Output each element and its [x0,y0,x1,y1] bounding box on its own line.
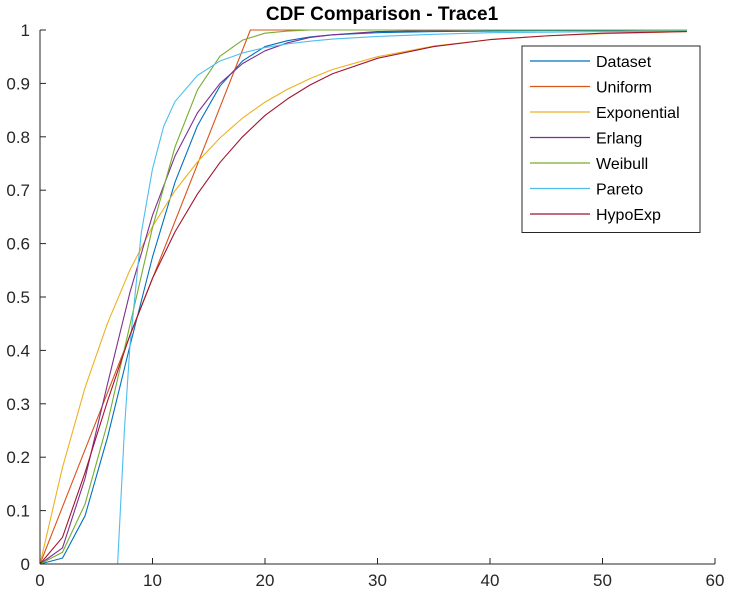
series-line-dataset [39,29,687,565]
x-tick-label: 60 [706,571,725,590]
legend-label: Dataset [596,54,652,71]
series-line-weibull [39,29,687,565]
x-tick-label: 10 [143,571,162,590]
legend-label: Erlang [596,131,642,148]
y-tick-label: 0.2 [6,448,30,467]
legend-label: Weibull [596,156,648,173]
legend-label: Exponential [596,105,680,122]
x-tick-label: 30 [368,571,387,590]
legend-box [521,45,701,233]
plot-lines [39,29,687,565]
y-tick-label: 0.9 [6,74,30,93]
x-tick-label: 20 [256,571,275,590]
y-tick-label: 0.5 [6,288,30,307]
legend-label: Uniform [596,80,652,97]
y-tick-label: 0.6 [6,235,30,254]
y-tick-label: 0.3 [6,395,30,414]
legend-label: Pareto [596,182,643,199]
x-tick-label: 0 [35,571,44,590]
series-line-pareto [40,30,687,565]
y-tick-label: 0.7 [6,181,30,200]
chart-title: CDF Comparison - Trace1 [266,4,499,25]
y-tick-label: 0 [21,555,30,574]
legend-label: HypoExp [596,207,661,224]
x-tick-label: 50 [593,571,612,590]
y-tick-label: 0.1 [6,502,30,521]
series-line-hypoexp [39,31,687,565]
y-tick-label: 1 [21,21,30,40]
x-tick-label: 40 [481,571,500,590]
y-tick-label: 0.4 [6,341,30,360]
axes: 0 10 20 30 40 50 60 0 0.1 0.2 0.3 0.4 0.5 0.6 0.7 0.8 0.… [6,21,724,590]
y-tick-label: 0.8 [6,128,30,147]
legend: Dataset Uniform Exponential Erlang Weibull Pa… [521,45,701,233]
